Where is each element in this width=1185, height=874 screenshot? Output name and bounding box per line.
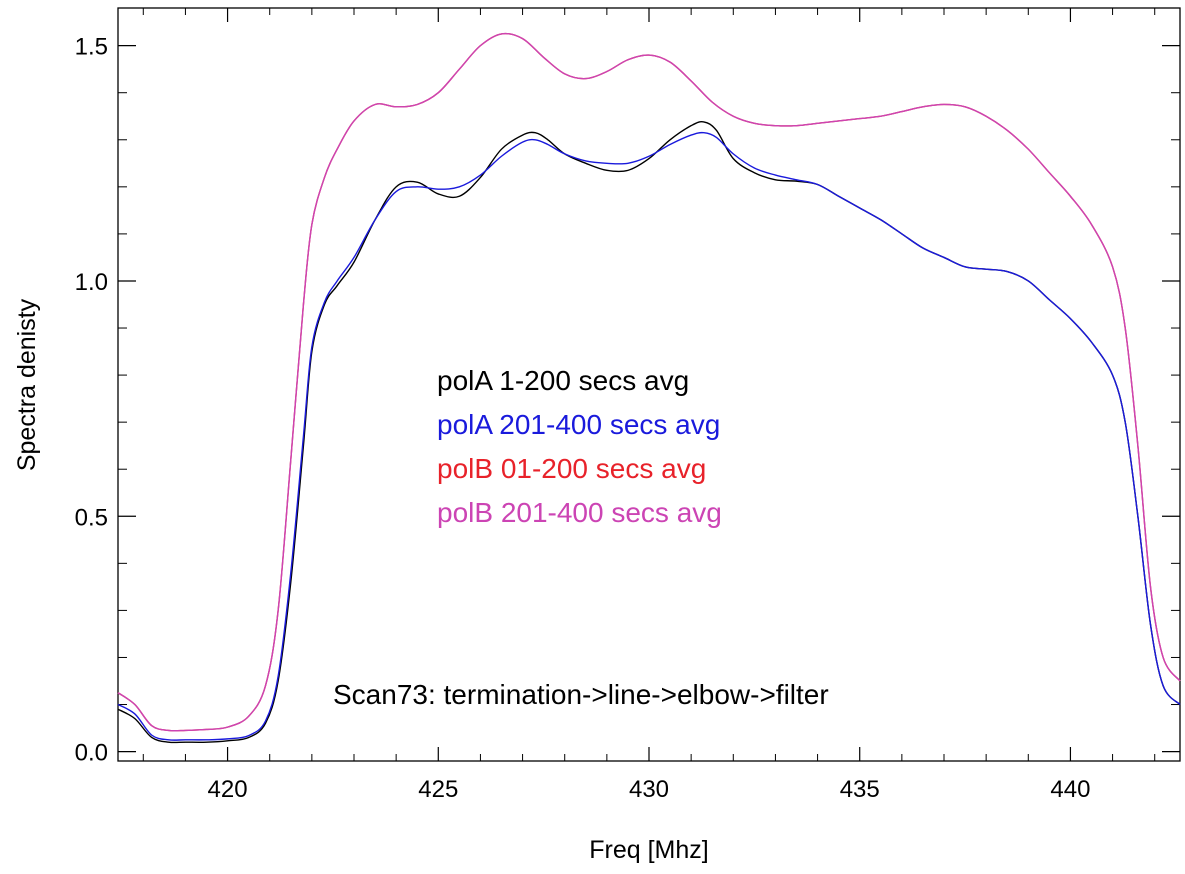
x-tick-label: 425 (418, 776, 458, 803)
x-axis-title: Freq [Mhz] (589, 836, 708, 864)
y-tick-label: 1.0 (75, 269, 108, 296)
x-tick-label: 435 (840, 776, 880, 803)
series-line-3 (117, 32, 1181, 732)
legend-entry-0: polA 1-200 secs avg (437, 365, 689, 396)
legend-entry-2: polB 01-200 secs avg (437, 453, 706, 484)
x-tick-label: 440 (1050, 776, 1090, 803)
legend-entry-3: polB 201-400 secs avg (437, 497, 722, 528)
legend-entry-1: polA 201-400 secs avg (437, 409, 720, 440)
scan-annotation: Scan73: termination->line->elbow->filter (333, 679, 829, 710)
y-tick-label: 1.5 (75, 34, 108, 61)
series-layer (117, 32, 1181, 744)
y-axis-title: Spectra denisty (13, 298, 41, 471)
legend: polA 1-200 secs avg polA 201-400 secs av… (437, 365, 722, 528)
x-tick-label: 430 (629, 776, 669, 803)
ticks-layer: 420 425 430 435 440 0.0 0.5 1.0 1.5 (75, 8, 1180, 803)
series-line-1 (117, 131, 1181, 741)
y-tick-label: 0.0 (75, 740, 108, 767)
y-tick-label: 0.5 (75, 504, 108, 531)
x-tick-label: 420 (208, 776, 248, 803)
